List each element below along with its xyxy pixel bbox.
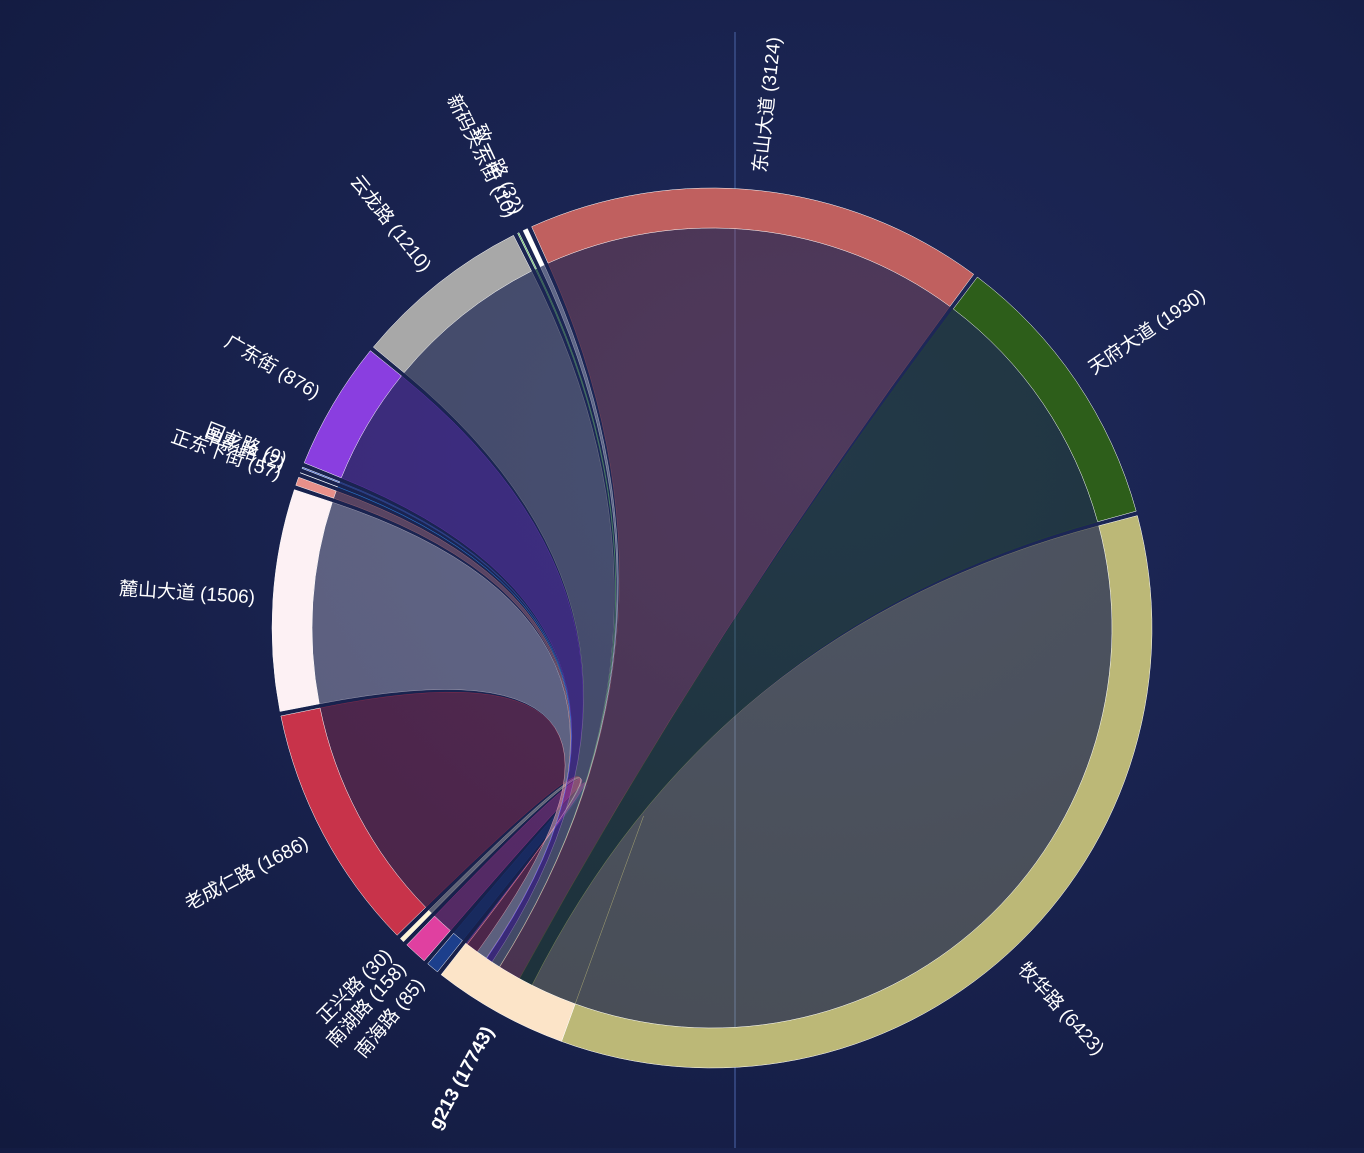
node-label: 牧华路 (6423) [1013, 958, 1108, 1059]
node-arc [303, 350, 402, 479]
node-label: g213 (17743) [425, 1023, 499, 1133]
hub-arc [440, 942, 576, 1042]
node-arc [280, 707, 427, 936]
node-arc [372, 234, 532, 374]
node-arc [299, 472, 339, 488]
node-arc [295, 476, 337, 499]
node-arc [427, 932, 463, 973]
node-arc [952, 276, 1137, 523]
node-arc [531, 187, 975, 307]
node-label: 东山大道 (3124) [749, 36, 785, 174]
node-label: 云龙路 (1210) [346, 171, 436, 276]
node-label: 麓山大道 (1506) [118, 578, 255, 609]
node-arc [522, 228, 545, 268]
node-arc [399, 909, 432, 943]
node-label: 老成仁路 (1686) [181, 832, 312, 915]
node-arc [406, 915, 451, 962]
node-arc [271, 489, 333, 712]
node-label: 天府大道 (1930) [1084, 284, 1209, 379]
node-arc [301, 466, 341, 484]
node-label: 广东街 (876) [221, 331, 324, 404]
ribbons [311, 227, 1113, 1029]
node-arc [517, 232, 537, 270]
